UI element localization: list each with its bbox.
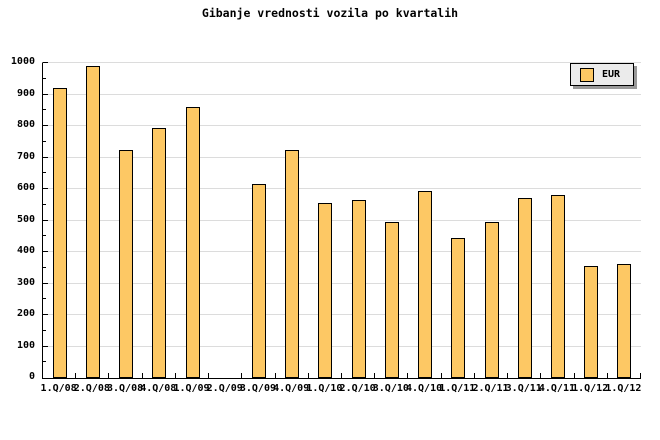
bar (119, 150, 134, 378)
chart-title: Gibanje vrednosti vozila po kvartalih (201, 6, 459, 20)
y-axis-major-tick (43, 125, 48, 126)
x-axis-tick (241, 373, 242, 378)
bar (285, 150, 300, 378)
x-axis-label: 3.Q/09 (239, 383, 276, 394)
bar (517, 198, 532, 378)
x-axis-label: 2.Q/08 (73, 383, 110, 394)
x-axis-tick (540, 373, 541, 378)
x-axis-tick (441, 373, 442, 378)
gridline (43, 314, 641, 315)
gridline (43, 188, 641, 189)
y-axis-major-tick (43, 345, 48, 347)
y-axis-minor-tick (43, 361, 46, 363)
y-axis-major-tick (43, 62, 48, 63)
x-axis-label: 4.Q/08 (140, 383, 177, 394)
bar (152, 128, 167, 378)
y-axis-label: 400 (16, 245, 35, 256)
y-axis-major-tick (43, 188, 48, 189)
y-axis-label: 500 (16, 213, 35, 225)
x-axis-label: 3.Q/08 (106, 383, 144, 394)
gridline (43, 219, 641, 221)
y-axis-major-tick (43, 93, 48, 95)
y-axis-label: 100 (16, 339, 35, 351)
x-axis-label: 1.Q/10 (306, 383, 343, 394)
y-axis-minor-tick (43, 172, 46, 174)
bar (584, 266, 599, 378)
y-axis-label: 200 (16, 308, 35, 319)
gridline (43, 156, 641, 158)
x-axis-tick (341, 373, 342, 378)
bar (484, 222, 499, 378)
gridline (43, 125, 641, 126)
x-axis-tick (474, 373, 475, 378)
y-axis-label: 900 (16, 87, 35, 99)
x-axis-label: 2.Q/09 (206, 383, 243, 394)
y-axis-minor-tick (43, 109, 46, 111)
bar (451, 238, 466, 378)
gridline (43, 282, 641, 284)
gridline (43, 93, 641, 95)
x-axis-tick (507, 373, 508, 378)
x-axis-label: 4.Q/09 (273, 383, 310, 394)
y-axis-minor-tick (43, 235, 46, 237)
gridline (43, 345, 641, 347)
x-axis-tick (208, 373, 209, 378)
x-axis-label: 1.Q/08 (40, 383, 77, 394)
legend-label: EUR (602, 69, 621, 80)
x-axis-tick (75, 373, 76, 378)
x-axis-tick (108, 373, 109, 378)
y-axis-label: 800 (16, 119, 35, 130)
y-axis-minor-tick (43, 77, 46, 79)
x-axis-label: 1.Q/11 (439, 383, 476, 394)
y-axis-minor-tick (43, 329, 46, 331)
y-axis-major-tick (43, 156, 48, 158)
y-axis-minor-tick (43, 266, 46, 268)
bar (318, 203, 333, 378)
legend: EUR (570, 63, 634, 86)
y-axis-minor-tick (43, 203, 46, 205)
x-axis-tick (142, 373, 143, 378)
x-axis-tick (407, 373, 408, 378)
y-axis-minor-tick (43, 298, 46, 300)
bar (418, 191, 433, 378)
x-axis-tick (175, 373, 176, 378)
bar (384, 222, 399, 378)
bar (251, 184, 266, 378)
x-axis-tick (574, 373, 575, 378)
bar (52, 88, 67, 378)
x-axis-label: 1.Q/09 (173, 383, 210, 394)
bar (550, 195, 565, 378)
x-axis-tick (640, 373, 641, 378)
plot-area (42, 62, 641, 379)
x-axis-tick (308, 373, 309, 378)
y-axis-label: 300 (16, 276, 35, 288)
y-axis-major-tick (43, 314, 48, 315)
x-axis-label: 2.Q/10 (339, 383, 376, 394)
gridline (43, 251, 641, 252)
x-axis-tick (607, 373, 608, 378)
y-axis-label: 0 (28, 371, 35, 382)
bar (617, 264, 632, 378)
y-axis-label: 700 (16, 150, 35, 162)
x-axis-label: 3.Q/10 (372, 383, 409, 394)
bar (85, 66, 100, 378)
x-axis-label: 4.Q/10 (405, 383, 443, 394)
y-axis-minor-tick (43, 140, 46, 142)
bar (185, 107, 200, 378)
legend-swatch-icon (580, 67, 594, 82)
x-axis-label: 4.Q/11 (538, 383, 575, 394)
y-axis-major-tick (43, 219, 48, 221)
x-axis-label: 2.Q/11 (472, 383, 509, 394)
y-axis-label: 1000 (10, 56, 35, 67)
x-axis-label: 1.Q/12 (605, 383, 642, 394)
y-axis-label: 600 (16, 182, 35, 193)
x-axis-label: 3.Q/11 (505, 383, 542, 394)
x-axis-tick (374, 373, 375, 378)
y-axis-major-tick (43, 251, 48, 252)
y-axis-major-tick (43, 282, 48, 284)
x-axis-tick (275, 373, 276, 378)
x-axis-label: 1.Q/12 (572, 383, 609, 394)
bar (351, 200, 366, 378)
